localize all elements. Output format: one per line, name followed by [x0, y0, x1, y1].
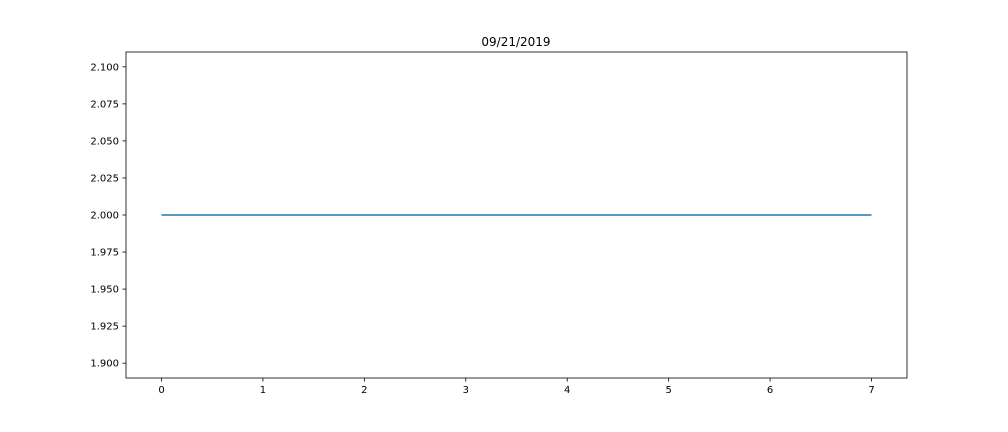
x-tick-label: 1 [260, 385, 266, 396]
y-tick-label: 2.075 [90, 99, 119, 110]
x-tick-label: 3 [463, 385, 469, 396]
y-tick-label: 2.025 [90, 173, 119, 184]
chart-title: 09/21/2019 [481, 35, 550, 49]
y-tick-label: 2.100 [90, 62, 119, 73]
x-tick-label: 4 [564, 385, 570, 396]
x-tick-label: 2 [361, 385, 367, 396]
x-tick-label: 0 [158, 385, 164, 396]
y-tick-label: 2.000 [90, 211, 119, 222]
plot-area-frame [125, 51, 908, 379]
y-tick-label: 1.925 [90, 322, 119, 333]
y-tick-label: 1.900 [90, 359, 119, 370]
x-tick-label: 6 [767, 385, 773, 396]
x-tick-label: 7 [868, 385, 874, 396]
y-tick-label: 1.975 [90, 248, 119, 259]
y-tick-label: 1.950 [90, 285, 119, 296]
y-tick-label: 2.050 [90, 136, 119, 147]
y-axis-ticks: 1.900 1.925 1.950 1.975 2.000 2.025 2.050 2.075… [90, 62, 126, 370]
x-axis-ticks: 0 1 2 3 4 5 6 7 [158, 378, 875, 396]
x-tick-label: 5 [665, 385, 671, 396]
